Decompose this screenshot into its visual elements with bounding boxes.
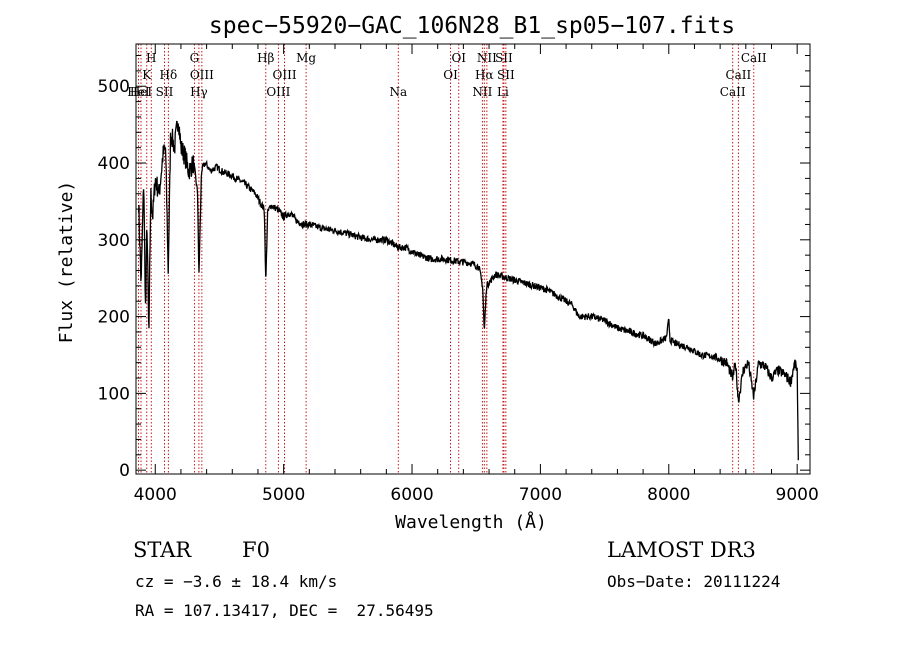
line-label: OIII <box>273 68 297 82</box>
y-tick-label: 0 <box>119 461 130 481</box>
x-tick-label: 9000 <box>776 485 819 505</box>
line-label: OIII <box>190 68 214 82</box>
line-label: G <box>190 51 200 65</box>
line-label: Na <box>389 85 407 99</box>
line-label: CaII <box>725 68 751 82</box>
observation-date: Obs−Date: 20111224 <box>607 572 781 591</box>
spectrum-line <box>137 120 799 461</box>
line-label: SII <box>497 68 515 82</box>
line-label: SII <box>495 51 513 65</box>
line-label: HeI <box>130 85 153 99</box>
line-label: NII <box>477 51 497 65</box>
y-tick-label: 200 <box>98 308 130 328</box>
x-tick-label: 8000 <box>647 485 690 505</box>
x-axis-label: Wavelength (Å) <box>395 511 547 533</box>
y-tick-label: 100 <box>98 384 130 404</box>
line-label: K <box>142 68 152 82</box>
y-axis-label: Flux (relative) <box>56 181 77 344</box>
object-subclass: F0 <box>242 538 270 562</box>
y-axis-ticks: 0 100 200 300 400 500 <box>98 55 810 481</box>
line-label: Hβ <box>257 51 274 65</box>
line-label: Hα <box>475 68 494 82</box>
line-label: CaII <box>741 51 767 65</box>
plot-frame <box>135 43 811 475</box>
x-axis-ticks: 4000 5000 6000 7000 8000 9000 <box>134 44 819 505</box>
ra-dec-coordinates: RA = 107.13417, DEC = 27.56495 <box>135 601 434 620</box>
object-class: STAR <box>133 538 192 562</box>
x-tick-label: 6000 <box>390 485 433 505</box>
x-tick-label: 5000 <box>262 485 305 505</box>
y-tick-label: 500 <box>98 77 130 97</box>
redshift-cz: cz = −3.6 ± 18.4 km/s <box>135 572 338 591</box>
y-tick-label: 300 <box>98 231 130 251</box>
line-label: OIII <box>266 85 290 99</box>
line-label: CaII <box>720 85 746 99</box>
line-label: H <box>146 51 156 65</box>
line-label: Hδ <box>160 68 178 82</box>
y-tick-label: 400 <box>98 154 130 174</box>
spectral-line-labels: HeIHeIKHSIIHδGHγOIIIHβOIIIOIIIMgNaOIOINI… <box>127 51 767 99</box>
line-label: SII <box>156 85 174 99</box>
chart-title: spec−55920−GAC_106N28_B1_sp05−107.fits <box>209 13 735 39</box>
line-label: OI <box>443 68 458 82</box>
line-label: OI <box>451 51 466 65</box>
x-tick-label: 7000 <box>519 485 562 505</box>
line-label: HeI <box>127 85 150 99</box>
x-tick-label: 4000 <box>134 485 177 505</box>
line-label: Hγ <box>190 85 208 99</box>
survey-name: LAMOST DR3 <box>607 538 756 562</box>
line-label: Li <box>497 85 509 99</box>
line-label: NII <box>472 85 492 99</box>
line-label: Mg <box>296 51 316 65</box>
